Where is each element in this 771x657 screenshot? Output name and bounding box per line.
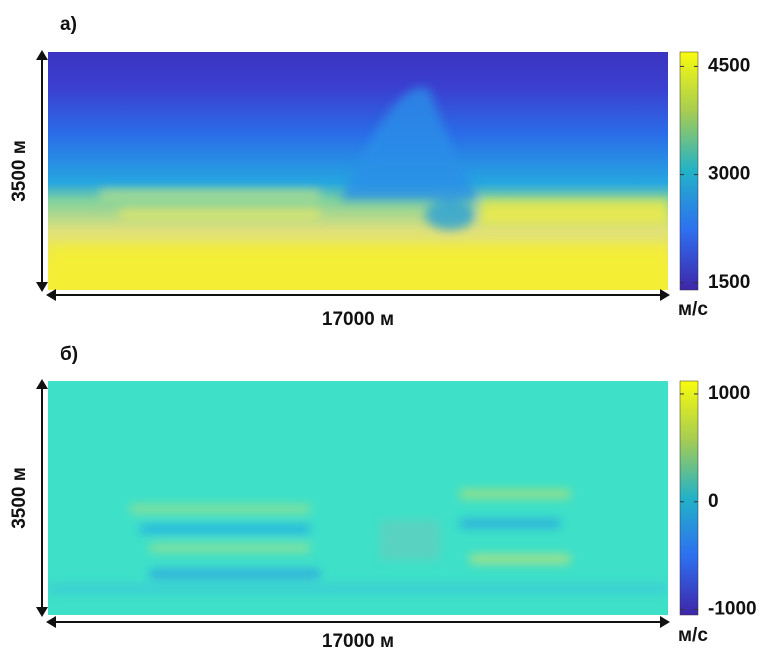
colorbar-unit: м/с: [678, 299, 708, 320]
difference-image: [48, 381, 668, 615]
panel-label: а): [60, 14, 77, 35]
panel-label: б): [60, 344, 78, 365]
colorbar-tick-label: -1000: [708, 599, 757, 620]
axis-arrows: [36, 50, 670, 628]
colorbar-unit: м/с: [678, 625, 708, 646]
colorbar-a: [679, 51, 699, 291]
colorbar-b: [679, 380, 699, 616]
velocity-image: [48, 52, 668, 290]
y-axis-label: 3500 м: [9, 467, 30, 529]
colorbar-tick-label: 0: [708, 491, 719, 512]
colorbar-tick-label: 3000: [708, 164, 750, 185]
colorbar-tick-label: 4500: [708, 55, 750, 76]
y-axis-label: 3500 м: [9, 140, 30, 202]
colorbar-tick-label: 1000: [708, 383, 750, 404]
colorbar-tick-label: 1500: [708, 272, 750, 293]
x-axis-label: 17000 м: [322, 309, 394, 330]
x-axis-label: 17000 м: [322, 631, 394, 652]
